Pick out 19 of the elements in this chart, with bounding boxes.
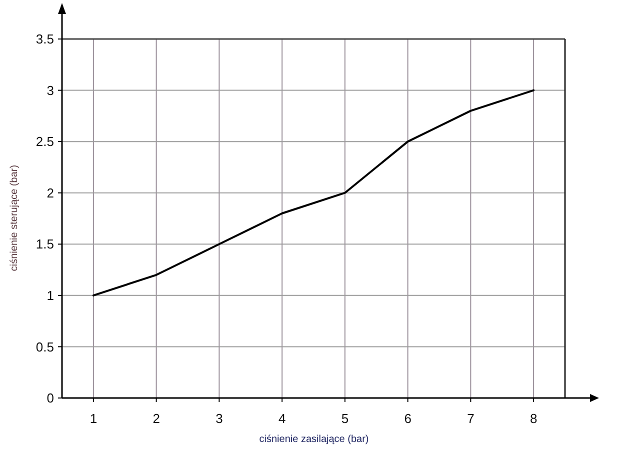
line-series (92, 89, 535, 296)
y-tick-label: 0 (46, 390, 54, 406)
y-tick-label: 1.5 (36, 236, 54, 252)
y-tick-label: 1 (46, 288, 54, 303)
x-tick-label: 1 (90, 411, 98, 426)
y-tick-label: 2 (46, 185, 54, 200)
x-tick-label: 7 (467, 411, 474, 426)
y-axis-title: ciśnienie sterujące (bar) (9, 164, 20, 272)
x-axis-title: ciśnienie zasilające (bar) (259, 434, 369, 445)
y-tick-label: 3.5 (36, 32, 54, 47)
x-tick-label: 2 (152, 411, 160, 426)
x-tick-label: 5 (341, 411, 349, 426)
y-tick-label: 3 (46, 82, 54, 98)
x-tick-label: 8 (530, 411, 538, 426)
x-tick-label: 3 (216, 411, 223, 426)
x-tick-label: 6 (404, 411, 412, 426)
y-tick-label: 2.5 (36, 134, 54, 150)
x-tick-label: 4 (278, 411, 286, 426)
y-tick-label: 0.5 (36, 339, 54, 354)
